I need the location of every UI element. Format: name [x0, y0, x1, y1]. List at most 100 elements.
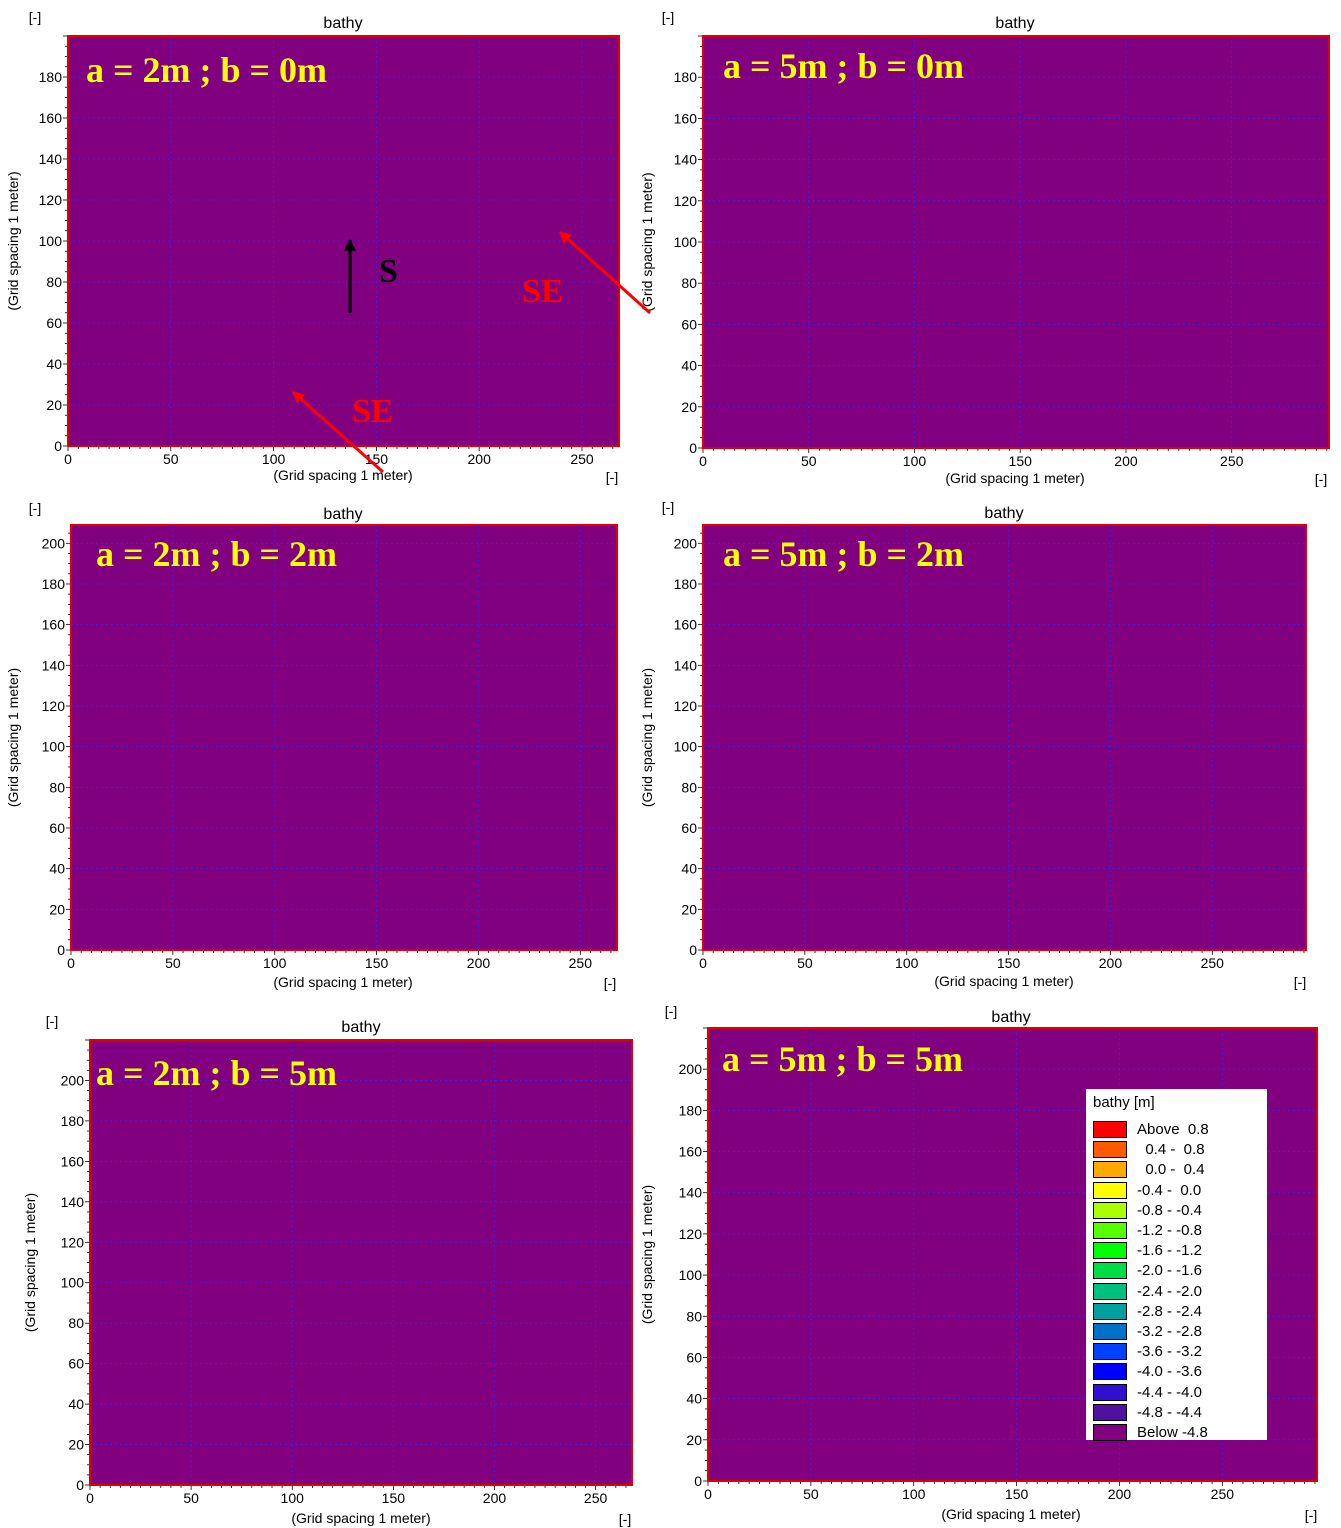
- legend-title: bathy [m]: [1093, 1094, 1155, 1111]
- x-tick-label: 200: [467, 955, 491, 971]
- bathy-field: [90, 1040, 632, 1485]
- legend-entry: -4.0 - -3.6: [1093, 1363, 1263, 1383]
- x-axis-label: (Grid spacing 1 meter): [273, 974, 412, 990]
- y-tick-label: 20: [681, 901, 697, 917]
- y-tick-label: 180: [674, 576, 698, 592]
- x-tick-label: 250: [1211, 1486, 1235, 1502]
- y-tick-label: 180: [61, 1113, 85, 1129]
- x-unit-label: [-]: [1294, 974, 1306, 990]
- legend-entry: 0.0 - 0.4: [1093, 1161, 1263, 1181]
- legend-entry: Above 0.8: [1093, 1121, 1263, 1141]
- x-tick-label: 0: [86, 1490, 94, 1506]
- color-legend: bathy [m] Above 0.8 0.4 - 0.8 0.0 - 0.4 -…: [1086, 1089, 1267, 1441]
- x-tick-label: 50: [801, 453, 817, 469]
- bathy-field: [703, 36, 1329, 448]
- bathy-field: [71, 525, 617, 950]
- x-tick-label: 50: [165, 955, 181, 971]
- y-tick-label: 0: [689, 440, 697, 456]
- x-axis-label: (Grid spacing 1 meter): [934, 973, 1073, 989]
- x-tick-label: 50: [183, 1490, 199, 1506]
- x-tick-label: 50: [163, 451, 179, 467]
- x-tick-label: 200: [483, 1490, 507, 1506]
- x-tick-label: 50: [797, 955, 813, 971]
- y-tick-label: 120: [674, 193, 698, 209]
- legend-label: -4.8 - -4.4: [1137, 1403, 1203, 1421]
- y-tick-label: 180: [679, 1102, 703, 1118]
- y-tick-label: 160: [674, 617, 698, 633]
- legend-label: -0.4 - 0.0: [1137, 1181, 1202, 1199]
- legend-entry: -0.8 - -0.4: [1093, 1201, 1263, 1222]
- legend-entry: -3.6 - -3.2: [1093, 1343, 1263, 1363]
- legend-swatch: [1093, 1302, 1127, 1320]
- y-tick-label: 0: [57, 942, 65, 958]
- legend-label: -1.2 - -0.8: [1137, 1222, 1203, 1239]
- y-tick-label: 200: [61, 1072, 85, 1088]
- chart-title: bathy: [995, 15, 1034, 32]
- legend-entry: -2.0 - -1.6: [1093, 1262, 1263, 1282]
- x-tick-label: 250: [569, 955, 593, 971]
- y-tick-label: 120: [61, 1234, 85, 1250]
- x-tick-label: 100: [281, 1490, 305, 1506]
- legend-label: -2.4 - -2.0: [1137, 1282, 1203, 1300]
- south-direction-label: S: [379, 253, 398, 290]
- legend-swatch: [1093, 1424, 1127, 1441]
- x-unit-label: [-]: [606, 469, 618, 485]
- y-tick-label: 40: [49, 861, 65, 877]
- y-tick-label: 120: [42, 698, 66, 714]
- y-tick-label: 200: [42, 535, 66, 551]
- y-tick-label: 160: [61, 1153, 85, 1169]
- y-tick-label: 120: [679, 1226, 703, 1242]
- x-tick-label: 0: [64, 451, 72, 467]
- legend-swatch: [1093, 1161, 1127, 1179]
- y-tick-label: 140: [674, 152, 698, 168]
- legend-swatch: [1093, 1222, 1127, 1239]
- y-tick-label: 60: [49, 820, 65, 836]
- plot-frame: [70, 524, 618, 951]
- legend-entry: -1.6 - -1.2: [1093, 1242, 1263, 1262]
- legend-swatch: [1093, 1121, 1127, 1138]
- corner-unit-label: [-]: [662, 9, 674, 25]
- y-tick-label: 140: [61, 1194, 85, 1210]
- case-annotation: a = 2m ; b = 5m: [96, 1053, 337, 1093]
- y-tick-label: 40: [681, 358, 697, 374]
- southeast-direction-label: SE: [522, 273, 564, 310]
- legend-label: -2.8 - -2.4: [1137, 1302, 1203, 1320]
- y-tick-label: 180: [42, 576, 66, 592]
- y-axis-label: (Grid spacing 1 meter): [639, 668, 655, 807]
- x-axis-label: (Grid spacing 1 meter): [273, 467, 412, 483]
- legend-entry: -4.4 - -4.0: [1093, 1383, 1263, 1404]
- plot-frame: [67, 35, 620, 447]
- y-tick-label: 80: [681, 275, 697, 291]
- legend-label: -2.0 - -1.6: [1137, 1262, 1203, 1280]
- x-unit-label: [-]: [604, 975, 616, 991]
- legend-label: -4.0 - -3.6: [1137, 1363, 1203, 1381]
- y-axis-label: (Grid spacing 1 meter): [639, 1185, 655, 1324]
- southeast-direction-label: SE: [352, 393, 394, 430]
- chart-title: bathy: [323, 15, 362, 32]
- legend-label: -1.6 - -1.2: [1137, 1242, 1203, 1260]
- bathy-field: [703, 525, 1306, 950]
- x-tick-label: 150: [1009, 453, 1033, 469]
- y-tick-label: 120: [674, 698, 698, 714]
- x-tick-label: 250: [1220, 453, 1244, 469]
- legend-entry: 0.4 - 0.8: [1093, 1141, 1263, 1161]
- y-tick-label: 160: [42, 617, 66, 633]
- legend-entry: Below -4.8: [1093, 1424, 1263, 1444]
- y-tick-label: 20: [686, 1432, 702, 1448]
- x-tick-label: 0: [699, 453, 707, 469]
- y-tick-label: 180: [674, 69, 698, 85]
- x-tick-label: 100: [895, 955, 919, 971]
- legend-swatch: [1093, 1323, 1127, 1340]
- corner-unit-label: [-]: [662, 499, 674, 515]
- legend-label: -0.8 - -0.4: [1137, 1201, 1203, 1219]
- legend-swatch: [1093, 1242, 1127, 1260]
- y-tick-label: 100: [674, 234, 698, 250]
- plot-frame: [89, 1039, 633, 1486]
- case-annotation: a = 5m ; b = 2m: [723, 534, 964, 574]
- bathy-panel-2: 0 50 100 150 200 250 0 20 40 60 80 100 120 140 160 180 b…: [639, 9, 1330, 487]
- legend-label: -4.4 - -4.0: [1137, 1383, 1203, 1401]
- x-tick-label: 200: [468, 451, 492, 467]
- y-axis-label: (Grid spacing 1 meter): [22, 1193, 38, 1332]
- x-tick-label: 100: [262, 451, 286, 467]
- y-tick-label: 20: [46, 397, 62, 413]
